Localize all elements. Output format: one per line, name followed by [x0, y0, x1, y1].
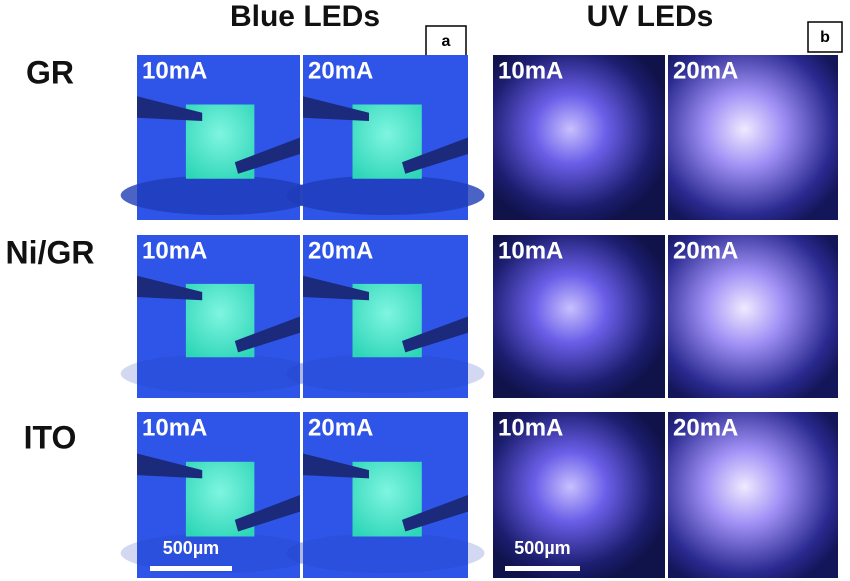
current-label: 20mA [673, 57, 738, 84]
scale-bar [150, 566, 232, 571]
shadow [286, 353, 485, 394]
probe [402, 316, 468, 353]
probe [234, 316, 300, 353]
shadow [286, 175, 485, 216]
probe [137, 453, 203, 479]
photo [493, 55, 665, 220]
photo [668, 55, 838, 220]
current-label: 10mA [142, 237, 207, 264]
panel-tag-box [807, 21, 843, 53]
current-label: 20mA [673, 237, 738, 264]
shadow [120, 533, 317, 574]
current-label: 10mA [498, 57, 563, 84]
probe [234, 495, 300, 532]
current-label: 10mA [498, 414, 563, 441]
probe [137, 275, 203, 301]
column-title: UV LEDs [587, 0, 714, 33]
current-label: 10mA [498, 237, 563, 264]
probe [234, 137, 300, 174]
probe [303, 96, 369, 121]
shadow [120, 175, 317, 216]
scale-bar [505, 566, 580, 571]
current-label: 10mA [142, 414, 207, 441]
shadow [286, 533, 485, 574]
row-label: ITO [24, 419, 77, 455]
current-label: 20mA [308, 57, 373, 84]
current-label: 10mA [142, 57, 207, 84]
probe [303, 453, 369, 479]
photo [668, 412, 838, 578]
panel-tag: b [820, 29, 830, 46]
scale-label: 500µm [514, 538, 570, 558]
current-label: 20mA [673, 414, 738, 441]
probe [303, 275, 369, 301]
photo [493, 235, 665, 398]
probe [402, 495, 468, 532]
column-title: Blue LEDs [230, 0, 380, 33]
row-label: Ni/GR [6, 234, 95, 270]
photo [668, 235, 838, 398]
scale-label: 500µm [163, 538, 219, 558]
probe [137, 96, 203, 121]
probe [402, 137, 468, 174]
shadow [120, 353, 317, 394]
row-label: GR [26, 54, 74, 90]
current-label: 20mA [308, 237, 373, 264]
current-label: 20mA [308, 414, 373, 441]
panel-tag: a [442, 33, 451, 50]
photo [493, 412, 665, 578]
